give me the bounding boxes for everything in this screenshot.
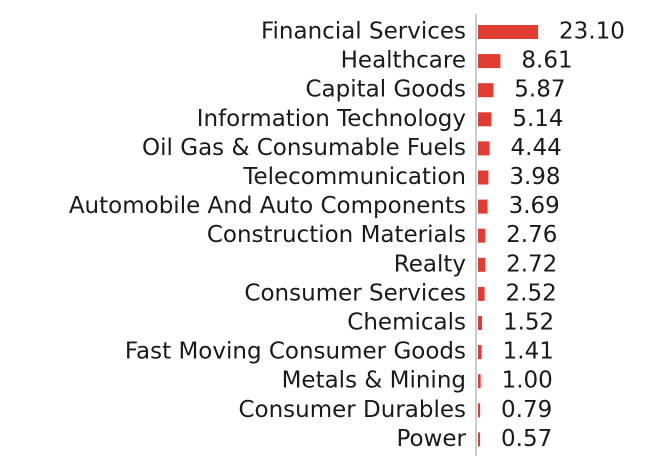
bar — [478, 112, 492, 127]
category-label: Metals & Mining — [282, 368, 466, 394]
category-label: Consumer Durables — [238, 397, 466, 423]
category-label: Construction Materials — [207, 222, 466, 248]
category-label: Automobile And Auto Components — [69, 193, 466, 219]
value-label: 8.61 — [521, 48, 572, 74]
bar — [478, 345, 482, 360]
bar — [478, 286, 485, 301]
value-label: 2.52 — [506, 280, 557, 306]
value-label: 2.76 — [506, 222, 557, 248]
category-label: Realty — [394, 251, 466, 277]
value-label: 1.00 — [502, 368, 553, 394]
category-label: Chemicals — [347, 310, 466, 336]
category-label: Oil Gas & Consumable Fuels — [142, 135, 466, 161]
value-label: 3.69 — [509, 193, 560, 219]
bar — [478, 141, 490, 156]
value-label: 2.72 — [506, 251, 557, 277]
category-label: Power — [396, 426, 466, 452]
bar — [478, 403, 481, 418]
bar — [478, 228, 486, 243]
value-label: 0.79 — [501, 397, 552, 423]
bar — [478, 374, 481, 389]
value-label: 1.41 — [503, 339, 554, 365]
bar — [478, 257, 486, 272]
bar — [478, 316, 482, 330]
value-label: 23.10 — [559, 19, 625, 45]
bar — [478, 432, 480, 447]
bar — [478, 199, 488, 214]
value-label: 3.98 — [509, 164, 560, 190]
category-label: Fast Moving Consumer Goods — [125, 339, 466, 365]
bar — [478, 170, 489, 185]
value-label: 0.57 — [501, 426, 552, 452]
bar-group — [478, 25, 539, 447]
category-label: Financial Services — [261, 19, 466, 45]
value-label: 1.52 — [503, 310, 554, 336]
value-label: 5.14 — [512, 106, 563, 132]
value-label-group: 23.10 8.61 5.87 5.14 4.44 3.98 3.69 2.76 2.72 2.5… — [501, 19, 625, 452]
bar — [478, 25, 539, 39]
bar — [478, 54, 501, 69]
category-label: Information Technology — [197, 106, 466, 132]
value-label: 4.44 — [511, 135, 562, 161]
value-label: 5.87 — [514, 77, 565, 103]
category-label: Consumer Services — [244, 280, 466, 306]
category-label: Capital Goods — [305, 77, 466, 103]
bar — [478, 83, 494, 98]
category-label: Healthcare — [341, 48, 466, 74]
category-label: Telecommunication — [242, 164, 466, 190]
category-label-group: Financial Services Healthcare Capital Good… — [69, 19, 467, 452]
